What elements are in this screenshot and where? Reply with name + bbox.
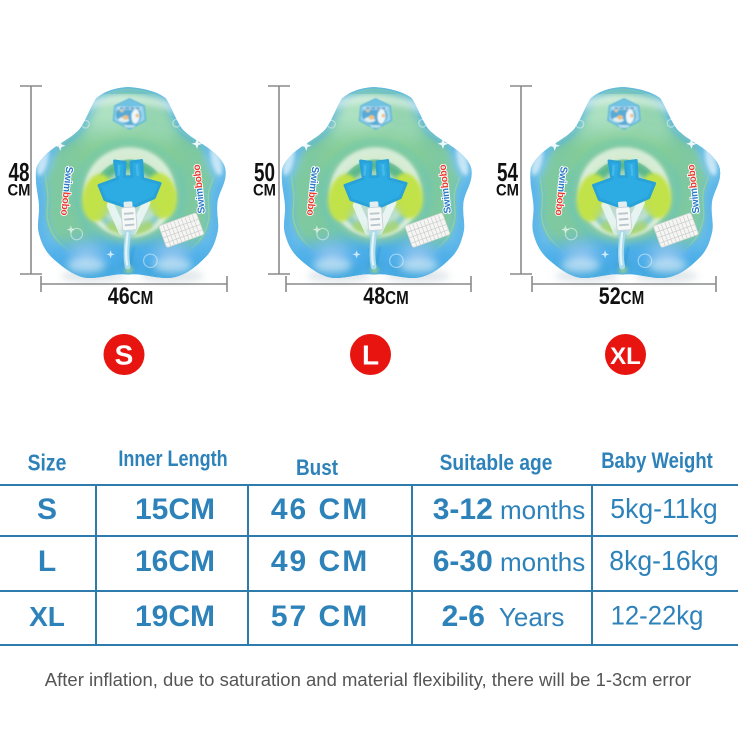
svg-text:S: S — [115, 340, 134, 371]
svg-text:46CM: 46CM — [108, 282, 153, 309]
svg-text:XL: XL — [610, 343, 641, 370]
svg-text:CM: CM — [496, 181, 519, 200]
svg-text:48CM: 48CM — [363, 282, 408, 309]
svg-text:50: 50 — [254, 157, 275, 187]
svg-text:CM: CM — [8, 181, 31, 200]
svg-text:L: L — [362, 340, 379, 371]
svg-text:52CM: 52CM — [599, 282, 644, 309]
svg-text:CM: CM — [253, 181, 276, 200]
svg-text:54: 54 — [497, 157, 518, 187]
svg-text:48: 48 — [9, 157, 30, 187]
